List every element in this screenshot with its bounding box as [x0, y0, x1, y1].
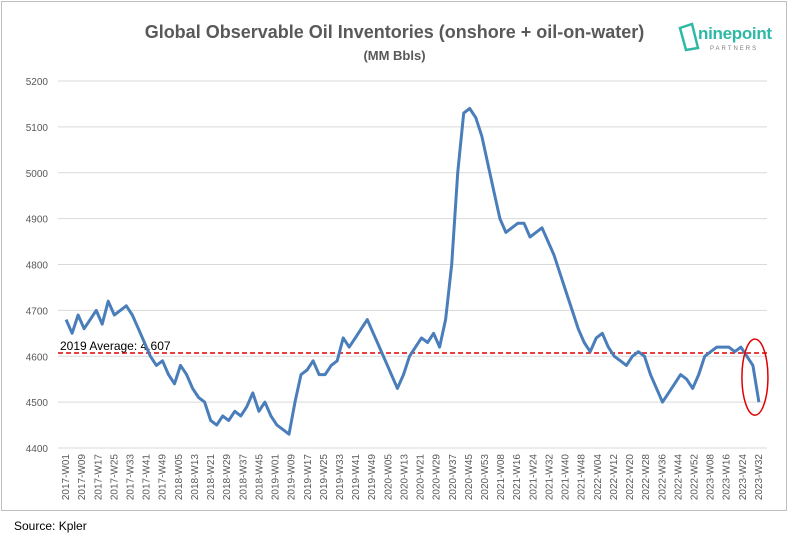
x-tick-label: 2017-W41 — [142, 454, 153, 501]
chart-frame — [1, 1, 787, 511]
x-tick-label: 2017-W25 — [109, 454, 120, 501]
y-tick-label: 4400 — [26, 444, 49, 455]
logo-text: ninepoint — [698, 24, 772, 43]
x-tick-label: 2021-W16 — [512, 454, 523, 501]
x-tick-label: 2021-W32 — [544, 454, 555, 501]
y-tick-label: 5200 — [26, 77, 49, 88]
x-tick-label: 2017-W17 — [93, 454, 104, 501]
chart-subtitle: (MM Bbls) — [363, 48, 426, 63]
y-tick-label: 4500 — [26, 398, 49, 409]
x-tick-label: 2018-W05 — [174, 454, 185, 501]
x-tick-label: 2021-W40 — [561, 454, 572, 501]
y-axis-ticks: 4400 4500 4600 4700 4800 4900 5000 5100 5200 — [26, 77, 49, 455]
x-tick-label: 2023-W16 — [722, 454, 733, 501]
x-tick-label: 2020-W53 — [480, 454, 491, 501]
x-tick-label: 2020-W37 — [448, 454, 459, 501]
x-tick-label: 2018-W37 — [238, 454, 249, 501]
x-tick-label: 2022-W28 — [641, 454, 652, 501]
x-tick-label: 2022-W20 — [625, 454, 636, 501]
x-tick-label: 2017-W09 — [77, 454, 88, 501]
x-tick-label: 2023-W24 — [738, 454, 749, 501]
y-tick-label: 4800 — [26, 261, 49, 272]
x-tick-label: 2022-W36 — [657, 454, 668, 501]
x-tick-label: 2022-W12 — [609, 454, 620, 501]
series-line — [64, 107, 761, 436]
logo-subtext: PARTNERS — [710, 46, 759, 52]
x-tick-label: 2020-W13 — [399, 454, 410, 501]
x-tick-label: 2019-W17 — [303, 454, 314, 501]
x-tick-label: 2019-W33 — [335, 454, 346, 501]
highlight-ellipse — [741, 338, 769, 416]
x-tick-label: 2017-W33 — [126, 454, 137, 501]
x-tick-label: 2018-W21 — [206, 454, 217, 501]
chart-title: Global Observable Oil Inventories (onsho… — [144, 22, 645, 42]
x-tick-label: 2018-W45 — [254, 454, 265, 501]
x-tick-label: 2020-W21 — [416, 454, 427, 501]
x-tick-label: 2019-W41 — [351, 454, 362, 501]
x-tick-label: 2022-W52 — [689, 454, 700, 501]
x-axis-ticks: 2017-W01 2017-W09 2017-W17 2017-W25 2017-W33… — [61, 454, 765, 501]
ninepoint-logo: ninepoint PARTNERS — [676, 18, 776, 64]
logo-mark-icon — [678, 22, 700, 52]
y-tick-label: 4600 — [26, 352, 49, 363]
x-tick-label: 2022-W04 — [593, 454, 604, 501]
x-tick-label: 2023-W08 — [706, 454, 717, 501]
x-tick-label: 2021-W48 — [577, 454, 588, 501]
x-tick-label: 2017-W49 — [158, 454, 169, 501]
x-tick-label: 2021-W08 — [496, 454, 507, 501]
x-tick-label: 2020-W05 — [383, 454, 394, 501]
x-tick-label: 2019-W01 — [271, 454, 282, 501]
source-note: Source: Kpler — [14, 519, 87, 533]
x-tick-label: 2019-W09 — [287, 454, 298, 501]
y-tick-label: 5000 — [26, 169, 49, 180]
x-tick-label: 2023-W32 — [754, 454, 765, 501]
x-tick-label: 2019-W49 — [367, 454, 378, 501]
x-tick-label: 2020-W45 — [464, 454, 475, 501]
x-tick-label: 2020-W29 — [432, 454, 443, 501]
y-tick-label: 4700 — [26, 306, 49, 317]
x-tick-label: 2019-W25 — [319, 454, 330, 501]
gridlines — [58, 80, 767, 449]
average-annotation: 2019 Average: 4,607 — [60, 339, 171, 353]
x-tick-label: 2021-W24 — [528, 454, 539, 501]
x-tick-label: 2018-W13 — [190, 454, 201, 501]
x-tick-label: 2022-W44 — [673, 454, 684, 501]
x-tick-label: 2017-W01 — [61, 454, 72, 501]
y-tick-label: 5100 — [26, 123, 49, 134]
y-tick-label: 4900 — [26, 215, 49, 226]
x-tick-label: 2018-W29 — [222, 454, 233, 501]
